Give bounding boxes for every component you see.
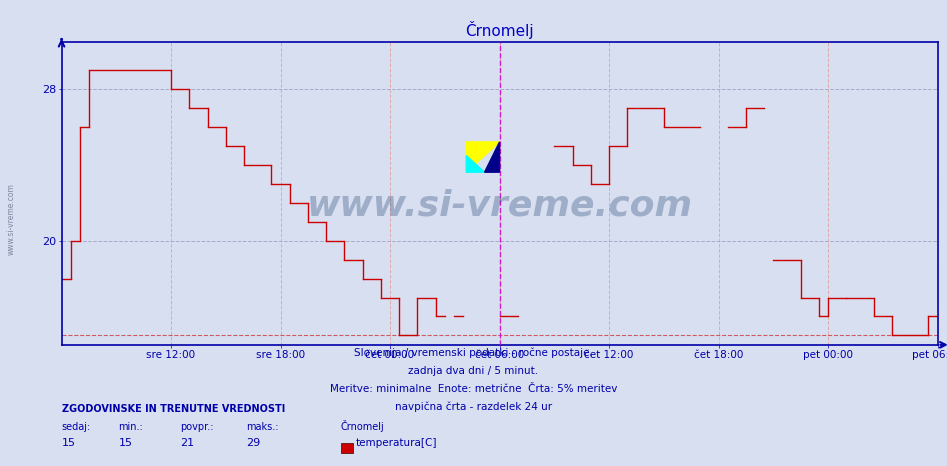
Title: Črnomelj: Črnomelj bbox=[465, 21, 534, 40]
Text: 21: 21 bbox=[180, 438, 194, 448]
Text: www.si-vreme.com: www.si-vreme.com bbox=[307, 189, 692, 222]
Text: www.si-vreme.com: www.si-vreme.com bbox=[7, 183, 16, 255]
Polygon shape bbox=[466, 156, 485, 172]
Text: Slovenija / vremenski podatki - ročne postaje.: Slovenija / vremenski podatki - ročne po… bbox=[354, 348, 593, 358]
Text: navpična črta - razdelek 24 ur: navpična črta - razdelek 24 ur bbox=[395, 401, 552, 411]
Text: zadnja dva dni / 5 minut.: zadnja dva dni / 5 minut. bbox=[408, 366, 539, 376]
Text: ZGODOVINSKE IN TRENUTNE VREDNOSTI: ZGODOVINSKE IN TRENUTNE VREDNOSTI bbox=[62, 404, 285, 414]
Text: maks.:: maks.: bbox=[246, 422, 278, 432]
Text: sedaj:: sedaj: bbox=[62, 422, 91, 432]
Text: temperatura[C]: temperatura[C] bbox=[356, 438, 438, 448]
Text: Črnomelj: Črnomelj bbox=[341, 420, 384, 432]
Text: 29: 29 bbox=[246, 438, 260, 448]
Text: Meritve: minimalne  Enote: metrične  Črta: 5% meritev: Meritve: minimalne Enote: metrične Črta:… bbox=[330, 384, 617, 394]
Text: 15: 15 bbox=[62, 438, 76, 448]
Text: 15: 15 bbox=[118, 438, 133, 448]
Polygon shape bbox=[466, 142, 500, 172]
Polygon shape bbox=[485, 142, 500, 172]
Text: povpr.:: povpr.: bbox=[180, 422, 213, 432]
Text: min.:: min.: bbox=[118, 422, 143, 432]
